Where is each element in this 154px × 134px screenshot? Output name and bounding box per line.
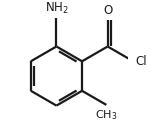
Text: O: O [103,4,112,17]
Text: CH$_3$: CH$_3$ [95,108,118,122]
Text: NH$_2$: NH$_2$ [45,1,68,16]
Text: Cl: Cl [136,55,147,68]
